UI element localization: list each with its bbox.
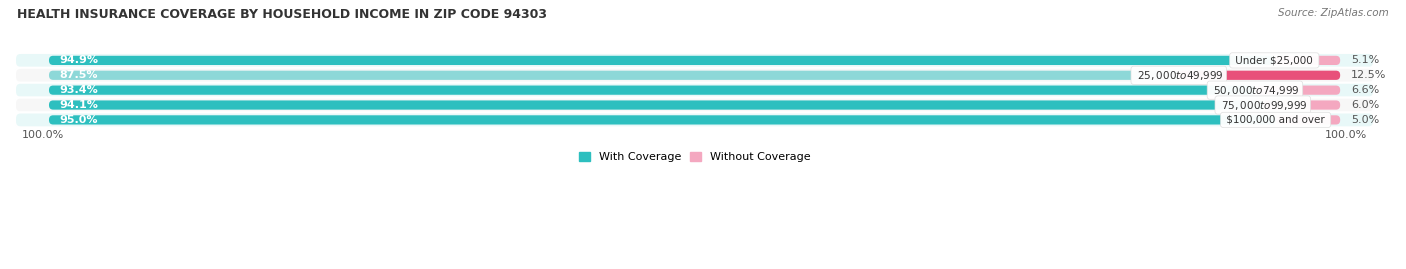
Text: 12.5%: 12.5% (1351, 70, 1386, 80)
Text: 100.0%: 100.0% (1324, 130, 1368, 140)
Text: $100,000 and over: $100,000 and over (1223, 115, 1329, 125)
FancyBboxPatch shape (15, 98, 1374, 112)
FancyBboxPatch shape (49, 100, 1263, 110)
Text: 95.0%: 95.0% (60, 115, 98, 125)
Text: $75,000 to $99,999: $75,000 to $99,999 (1218, 98, 1308, 112)
FancyBboxPatch shape (1178, 71, 1340, 80)
Legend: With Coverage, Without Coverage: With Coverage, Without Coverage (574, 148, 815, 167)
Text: 100.0%: 100.0% (22, 130, 65, 140)
FancyBboxPatch shape (15, 83, 1374, 98)
Text: 6.0%: 6.0% (1351, 100, 1379, 110)
Text: Under $25,000: Under $25,000 (1232, 55, 1316, 65)
Text: 93.4%: 93.4% (60, 85, 98, 95)
FancyBboxPatch shape (15, 68, 1374, 83)
FancyBboxPatch shape (1256, 86, 1340, 95)
FancyBboxPatch shape (49, 71, 1178, 80)
FancyBboxPatch shape (15, 53, 1374, 68)
FancyBboxPatch shape (1274, 56, 1340, 65)
Text: $50,000 to $74,999: $50,000 to $74,999 (1209, 84, 1301, 97)
FancyBboxPatch shape (1275, 115, 1340, 125)
Text: HEALTH INSURANCE COVERAGE BY HOUSEHOLD INCOME IN ZIP CODE 94303: HEALTH INSURANCE COVERAGE BY HOUSEHOLD I… (17, 8, 547, 21)
FancyBboxPatch shape (15, 112, 1374, 127)
FancyBboxPatch shape (49, 56, 1274, 65)
Text: 6.6%: 6.6% (1351, 85, 1379, 95)
Text: 5.1%: 5.1% (1351, 55, 1379, 65)
Text: 94.9%: 94.9% (60, 55, 98, 65)
Text: 5.0%: 5.0% (1351, 115, 1379, 125)
Text: $25,000 to $49,999: $25,000 to $49,999 (1133, 69, 1225, 82)
Text: Source: ZipAtlas.com: Source: ZipAtlas.com (1278, 8, 1389, 18)
Text: 87.5%: 87.5% (60, 70, 98, 80)
FancyBboxPatch shape (49, 115, 1275, 125)
FancyBboxPatch shape (49, 86, 1256, 95)
Text: 94.1%: 94.1% (60, 100, 98, 110)
FancyBboxPatch shape (1263, 100, 1340, 110)
